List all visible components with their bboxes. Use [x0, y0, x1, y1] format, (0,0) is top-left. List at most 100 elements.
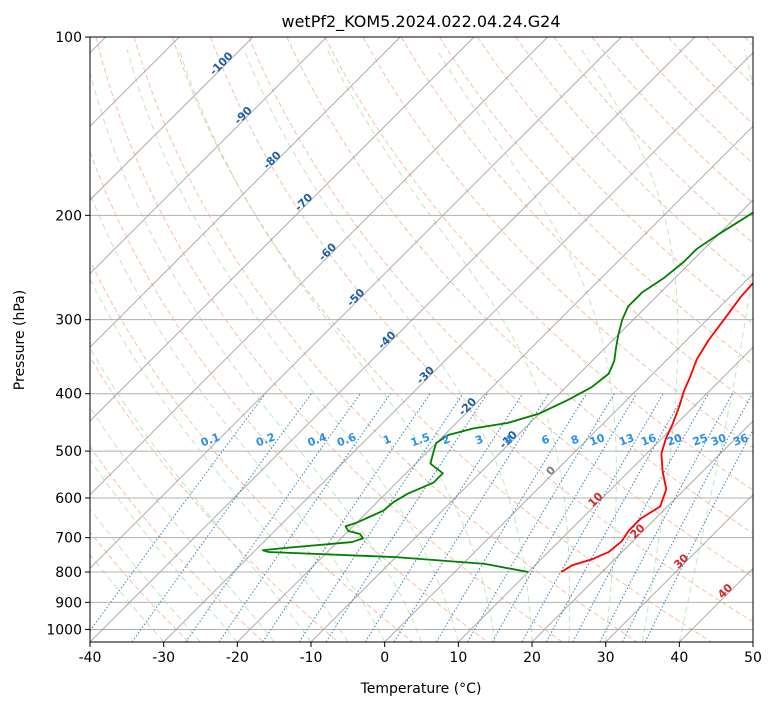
moist-adiabat	[436, 49, 617, 642]
y-tick-label: 100	[55, 30, 82, 46]
moist-adiabat	[678, 49, 753, 642]
y-tick-label: 1000	[46, 622, 82, 638]
mixing-ratio-line	[621, 393, 753, 642]
mixing-ratio-label: 3	[473, 433, 485, 448]
x-tick-label: -30	[152, 650, 175, 666]
y-tick-label: 300	[55, 313, 82, 329]
plot-area	[90, 37, 753, 642]
moist-adiabat	[90, 507, 201, 642]
dry-adiabat	[171, 37, 712, 642]
isotherm-label: 30	[671, 551, 691, 571]
moist-adiabat	[90, 278, 349, 642]
isotherm-label: -90	[232, 104, 255, 127]
isotherm-label: 10	[586, 490, 606, 510]
isotherm	[90, 37, 696, 642]
mixing-ratio-label: 13	[617, 431, 636, 448]
moist-adiabat	[126, 49, 459, 642]
y-tick-label: 400	[55, 387, 82, 403]
moist-adiabat	[581, 49, 679, 642]
moist-adiabat	[90, 459, 238, 642]
isotherm	[90, 37, 549, 496]
x-tick-label: 40	[670, 650, 688, 666]
y-axis-label: Pressure (hPa)	[12, 290, 28, 390]
y-tick-label: 500	[55, 444, 82, 460]
x-tick-label: 50	[744, 650, 762, 666]
isotherm-label: -30	[414, 363, 437, 386]
mixing-ratio-label: 25	[691, 431, 710, 448]
y-tick-label: 800	[55, 565, 82, 581]
dry-adiabat	[553, 37, 753, 244]
y-tick-label: 200	[55, 208, 82, 224]
isopleth-labels: -100-90-80-70-60-50-40-30-20-10010203040…	[199, 49, 751, 601]
mixing-ratio-label: 2	[440, 433, 452, 448]
mixing-ratio-line	[545, 393, 686, 642]
y-tick-label: 900	[55, 595, 82, 611]
dry-adiabat	[90, 356, 339, 642]
isotherm	[457, 346, 753, 642]
mixing-ratio-line	[185, 393, 361, 642]
dry-adiabat	[591, 37, 753, 204]
mixing-ratio-line	[364, 393, 524, 642]
mixing-ratio-line	[644, 428, 753, 642]
moist-adiabat	[326, 49, 571, 642]
mixing-ratio-label: 16	[639, 431, 658, 449]
mixing-ratio-label: 20	[665, 431, 684, 449]
isotherm	[90, 37, 401, 349]
x-tick-label: -20	[226, 650, 249, 666]
isotherm	[90, 37, 328, 275]
temperature-profile	[560, 281, 753, 573]
chart-title: wetPf2_KOM5.2024.022.04.24.G24	[281, 12, 560, 32]
x-tick-label: 10	[449, 650, 467, 666]
mixing-ratio-line	[262, 393, 431, 642]
x-axis-label: Temperature (°C)	[360, 681, 482, 697]
moist-adiabat	[90, 70, 422, 642]
axes: -40 -30 -20 -10 0 10 20 30 40 5010020030040050060…	[46, 30, 762, 666]
x-tick-label: 30	[597, 650, 615, 666]
dry-adiabat	[95, 37, 563, 642]
mixing-ratio-label: 4	[503, 432, 515, 447]
mixing-ratio-label: 10	[588, 431, 607, 449]
isotherm-label: -100	[207, 49, 236, 78]
mixing-ratio-line	[599, 393, 733, 642]
isotherm-label: -60	[316, 240, 339, 263]
moist-adiabat	[90, 406, 275, 642]
mixing-ratio-label: 8	[569, 433, 581, 448]
isotherm-label: -80	[261, 148, 284, 171]
isotherm	[90, 37, 622, 570]
isotherm	[384, 272, 753, 642]
x-tick-label: 20	[523, 650, 541, 666]
plot-frame	[89, 36, 754, 643]
mixing-ratio-line	[491, 393, 637, 642]
dry-adiabat	[706, 37, 753, 86]
mixing-ratio-line	[572, 393, 709, 642]
mixing-ratio-label: 30	[709, 431, 728, 449]
mixing-ratio-line	[435, 393, 587, 642]
moist-adiabat	[178, 49, 496, 642]
isotherm	[310, 199, 753, 642]
dry-adiabat	[133, 37, 638, 642]
dry-adiabat	[629, 37, 753, 165]
isotherm-label: 20	[628, 521, 648, 541]
moist-adiabat	[90, 347, 312, 642]
isotherm	[752, 641, 753, 642]
mixing-ratio-label: 6	[540, 432, 552, 447]
mixing-ratio-line	[521, 393, 664, 642]
mixing-ratio-label: 0.4	[306, 430, 329, 449]
x-tick-label: -40	[79, 650, 102, 666]
isotherm-label: -70	[292, 190, 315, 213]
isotherm	[236, 125, 753, 642]
mixing-ratio-line	[467, 393, 615, 642]
mixing-ratio-label: 0.2	[254, 431, 277, 450]
dry-adiabat	[400, 37, 753, 407]
x-tick-label: 0	[380, 650, 389, 666]
mixing-ratio-line	[325, 393, 488, 642]
dry-adiabat	[248, 37, 753, 578]
moist-adiabat	[90, 192, 386, 642]
moist-adiabat	[90, 553, 165, 642]
mixing-ratio-label: 36	[731, 431, 750, 449]
mixing-ratio-label: 1.5	[409, 431, 432, 450]
x-tick-label: -10	[300, 650, 323, 666]
isotherm	[163, 51, 753, 642]
isotherm	[90, 37, 254, 201]
